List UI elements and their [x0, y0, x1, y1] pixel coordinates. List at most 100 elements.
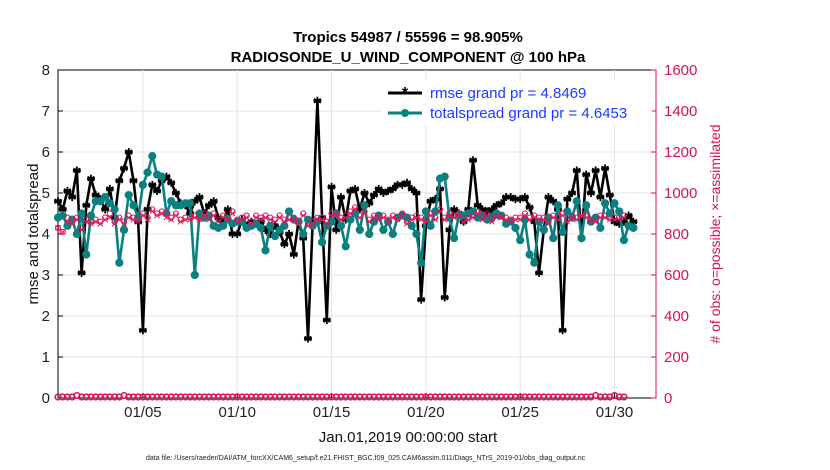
obs-assimilated-stroke: [418, 216, 425, 223]
rmse-point: [591, 166, 600, 175]
obs-bottom-point: [276, 393, 284, 401]
obs-assimilated-stroke: [234, 218, 241, 225]
obs-assimilated-point: [229, 210, 236, 217]
obs-bottom-point: [521, 393, 529, 401]
rmse-point: [369, 191, 378, 200]
legend: * rmse grand pr = 4.8469 totalspread gra…: [382, 80, 652, 126]
rmse-point: [544, 193, 553, 202]
obs-bottom-point: [464, 393, 472, 401]
obs-assimilated-point: [154, 212, 160, 219]
obs-bottom-point: [478, 393, 487, 401]
obs-possible-point: [64, 214, 71, 221]
rmse-point: [601, 164, 610, 173]
obs-assimilated-point: [102, 216, 109, 223]
obs-assimilated-point: [380, 214, 387, 221]
obs-assimilated-stroke: [64, 218, 71, 225]
x-tick-label: 01/05: [124, 404, 162, 421]
rmse-point: [469, 156, 478, 165]
obs-assimilated-point: [427, 212, 434, 219]
spread-point: [270, 231, 280, 241]
obs-assimilated-point: [347, 210, 354, 217]
rmse-point: [332, 225, 341, 234]
obs-assimilated-point: [295, 220, 302, 227]
obs-assimilated-stroke: [286, 216, 293, 223]
spread-point: [110, 205, 119, 214]
obs-possible-point: [163, 210, 170, 217]
obs-bottom-point: [224, 393, 232, 401]
obs-assimilated-point: [564, 218, 571, 225]
obs-assimilated-point: [394, 216, 401, 223]
obs-assimilated-stroke: [182, 216, 189, 223]
obs-bottom-point: [582, 393, 590, 401]
spread-point: [346, 215, 355, 224]
obs-assimilated-stroke: [135, 218, 142, 225]
obs-assimilated-stroke: [493, 214, 500, 221]
obs-assimilated-point: [404, 220, 410, 227]
obs-assimilated-stroke: [437, 208, 443, 215]
obs-assimilated-stroke: [342, 214, 349, 221]
obs-bottom-point: [563, 393, 571, 401]
left-tick-label: 1: [42, 349, 50, 366]
obs-bottom-point: [167, 393, 175, 401]
obs-assimilated-stroke: [248, 220, 255, 227]
obs-assimilated-point: [361, 210, 368, 217]
rmse-point: [105, 184, 114, 193]
obs-assimilated-stroke: [413, 214, 420, 221]
obs-assimilated-point: [323, 220, 330, 227]
obs-bottom-point: [431, 393, 439, 401]
obs-bottom-point: [313, 393, 321, 401]
obs-assimilated-stroke: [380, 214, 387, 221]
rmse-point: [209, 197, 218, 206]
obs-assimilated-point: [248, 220, 255, 227]
spread-point: [124, 190, 133, 200]
left-tick-label: 8: [42, 62, 50, 79]
obs-bottom-point: [106, 393, 114, 401]
obs-assimilated-stroke: [276, 214, 283, 221]
left-tick-label: 3: [42, 267, 50, 284]
obs-bottom-point: [332, 393, 340, 401]
obs-assimilated-stroke: [229, 210, 236, 217]
obs-bottom-point: [158, 393, 166, 401]
obs-bottom-point: [210, 393, 218, 401]
obs-assimilated-stroke: [606, 216, 613, 223]
obs-possible-point: [106, 210, 113, 217]
obs-assimilated-point: [545, 220, 552, 227]
obs-assimilated-point: [64, 218, 71, 225]
obs-assimilated-point: [474, 210, 481, 217]
obs-assimilated-point: [465, 216, 472, 223]
obs-possible-point: [59, 228, 66, 236]
obs-assimilated-stroke: [328, 212, 335, 219]
obs-assimilated-point: [319, 216, 326, 223]
obs-assimilated-point: [526, 216, 533, 223]
obs-assimilated-stroke: [314, 216, 321, 223]
legend-spread-label: totalspread grand pr = 4.6453: [430, 105, 627, 122]
obs-assimilated-stroke: [498, 214, 505, 221]
obs-bottom-point: [294, 393, 303, 401]
obs-assimilated-point: [422, 218, 429, 225]
spread-point: [355, 225, 364, 234]
obs-bottom-point: [356, 393, 364, 401]
obs-assimilated-stroke: [201, 212, 208, 219]
obs-bottom-point: [139, 393, 147, 401]
obs-bottom-point: [177, 393, 185, 401]
obs-assimilated-stroke: [59, 228, 66, 235]
rmse-point: [148, 180, 157, 189]
obs-bottom-point: [186, 393, 194, 401]
obs-bottom-point: [455, 393, 463, 401]
obs-bottom-point: [134, 393, 142, 401]
obs-bottom-point: [408, 393, 416, 401]
obs-possible-point: [54, 224, 62, 231]
rmse-point: [388, 184, 397, 193]
obs-assimilated-point: [569, 214, 576, 221]
obs-assimilated-stroke: [484, 212, 491, 219]
obs-assimilated-stroke: [385, 218, 392, 225]
obs-assimilated-point: [484, 212, 491, 219]
right-tick-label: 1400: [664, 103, 697, 120]
rmse-point: [473, 201, 482, 210]
obs-bottom-point: [483, 393, 491, 401]
right-tick-label: 600: [664, 267, 689, 284]
rmse-point: [582, 170, 591, 179]
obs-assimilated-point: [163, 214, 170, 221]
obs-bottom-point: [530, 393, 538, 401]
obs-assimilated-stroke: [243, 214, 250, 221]
